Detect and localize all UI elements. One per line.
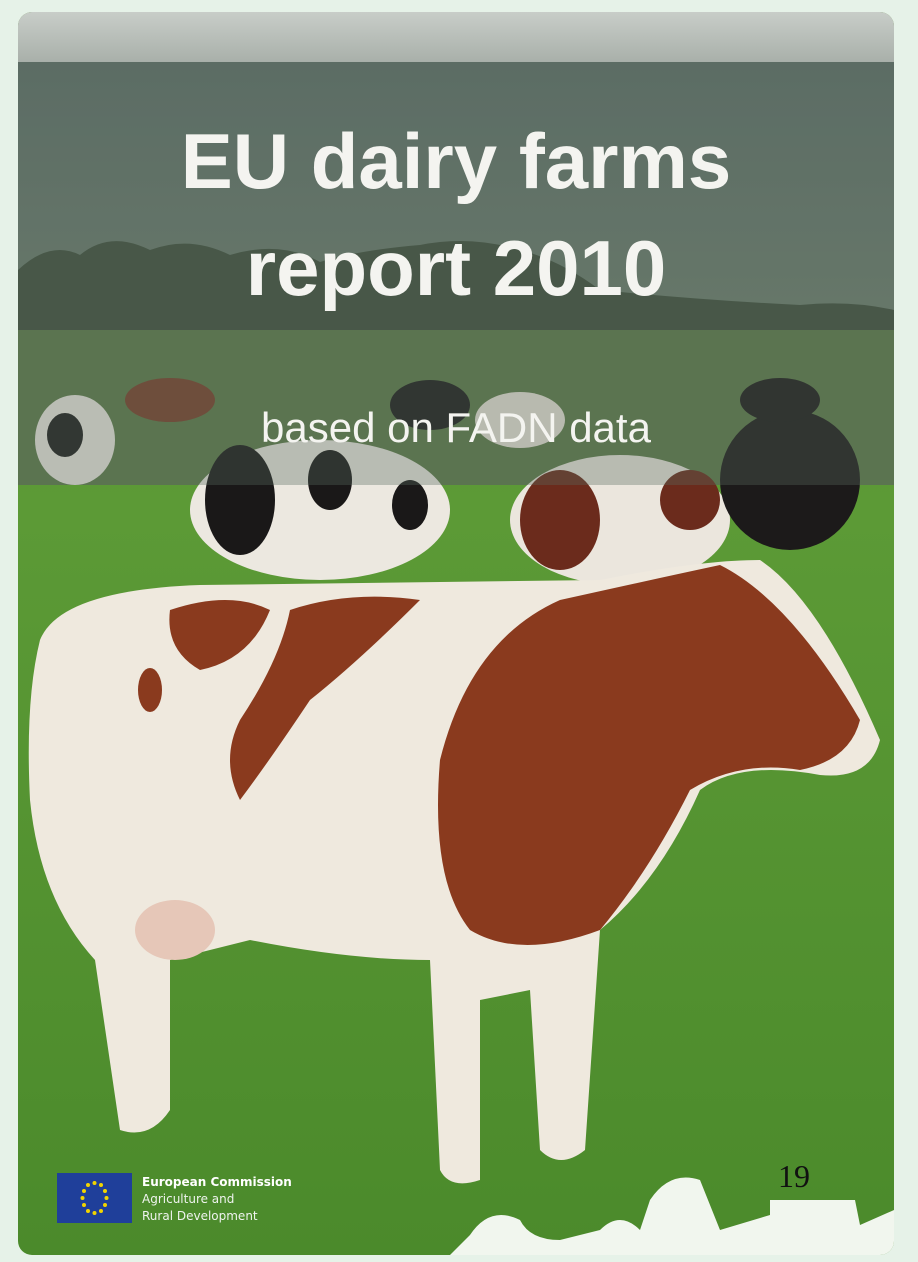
publisher-name: European Commission bbox=[142, 1175, 292, 1189]
eu-flag bbox=[57, 1173, 132, 1223]
page-number: 19 bbox=[778, 1158, 810, 1194]
publisher-department: Rural Development bbox=[142, 1209, 258, 1223]
subtitle: based on FADN data bbox=[261, 404, 652, 451]
page: {"cover": {"title_lines": ["EU dairy far… bbox=[0, 0, 918, 1262]
publisher-department: Agriculture and bbox=[142, 1192, 234, 1206]
title-line: EU dairy farms bbox=[181, 117, 732, 205]
title-line: report 2010 bbox=[246, 224, 667, 312]
cover: EU dairy farms report 2010 based on FADN… bbox=[0, 0, 918, 1262]
